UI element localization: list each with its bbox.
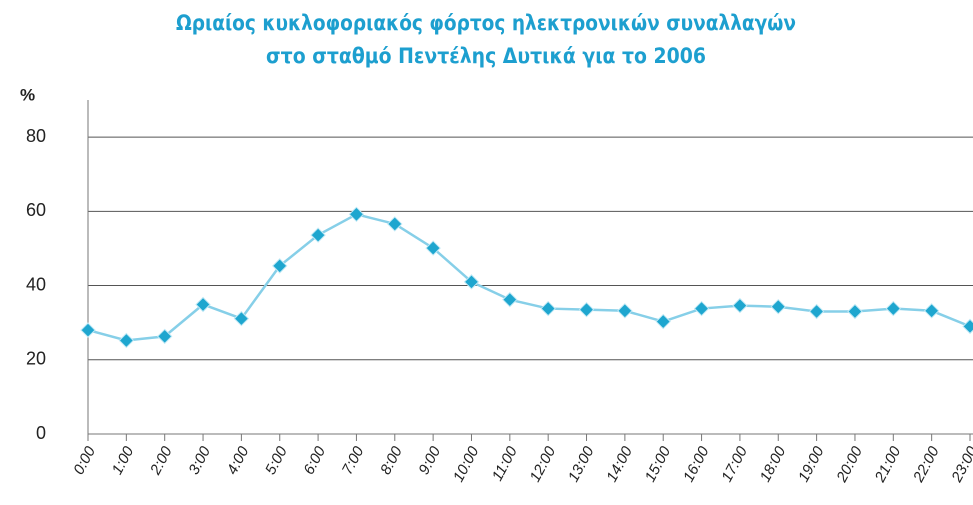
x-tick-label: 9:00 xyxy=(415,443,444,477)
marker xyxy=(195,296,211,313)
y-axis-label: % xyxy=(20,85,35,104)
x-tick-label: 11:00 xyxy=(489,443,521,484)
x-tick-label: 13:00 xyxy=(565,443,598,485)
x-tick-label: 1:00 xyxy=(109,443,138,477)
marker xyxy=(233,310,250,327)
x-tick-label: 20:00 xyxy=(833,443,866,486)
marker xyxy=(348,206,365,223)
marker xyxy=(885,300,902,317)
marker xyxy=(808,303,825,320)
marker xyxy=(463,274,480,290)
y-tick-label: 40 xyxy=(26,274,46,294)
chart-title: στο σταθμό Πεντέλης Δυτικά για το 2006 xyxy=(266,44,706,68)
marker xyxy=(156,328,173,345)
y-tick-label: 20 xyxy=(26,349,46,369)
marker xyxy=(923,303,940,319)
marker xyxy=(617,303,633,319)
x-tick-label: 3:00 xyxy=(185,443,214,477)
marker xyxy=(847,303,863,320)
x-tick-label: 16:00 xyxy=(680,443,713,485)
x-tick-label: 2:00 xyxy=(147,443,176,478)
marker xyxy=(693,300,710,317)
x-tick-label: 5:00 xyxy=(262,443,291,477)
marker xyxy=(272,258,288,274)
x-tick-label: 15:00 xyxy=(642,443,675,485)
line xyxy=(87,212,971,342)
x-tick-label: 4:00 xyxy=(224,443,253,477)
marker xyxy=(578,301,595,318)
marker xyxy=(655,313,671,330)
y-tick-label: 80 xyxy=(26,126,46,146)
x-tick-label: 18:00 xyxy=(757,443,790,485)
y-tick-label: 0 xyxy=(36,423,46,443)
x-tick-label: 6:00 xyxy=(300,443,329,477)
y-tick-label: 60 xyxy=(26,200,46,220)
marker xyxy=(962,318,973,335)
marker xyxy=(732,297,748,314)
x-tick-label: 10:00 xyxy=(450,443,483,485)
chart-title: Ωριαίος κυκλοφοριακός φόρτος ηλεκτρονικώ… xyxy=(176,11,796,35)
marker xyxy=(540,300,556,317)
x-tick-label: 8:00 xyxy=(377,443,406,477)
marker xyxy=(425,240,441,256)
x-tick-label: 0:00 xyxy=(70,443,99,477)
x-tick-label: 14:00 xyxy=(603,443,636,485)
marker xyxy=(770,299,786,315)
marker xyxy=(80,322,96,338)
marker xyxy=(502,291,518,308)
x-tick-label: 22:00 xyxy=(910,443,943,486)
x-tick-label: 17:00 xyxy=(718,443,751,485)
x-tick-label: 23:00 xyxy=(948,443,973,486)
marker xyxy=(387,216,403,232)
x-tick-label: 21:00 xyxy=(871,443,904,486)
x-tick-label: 19:00 xyxy=(795,443,828,485)
marker xyxy=(118,332,135,349)
marker xyxy=(310,227,326,243)
x-tick-label: 7:00 xyxy=(339,443,368,477)
x-tick-label: 12:00 xyxy=(527,443,560,485)
